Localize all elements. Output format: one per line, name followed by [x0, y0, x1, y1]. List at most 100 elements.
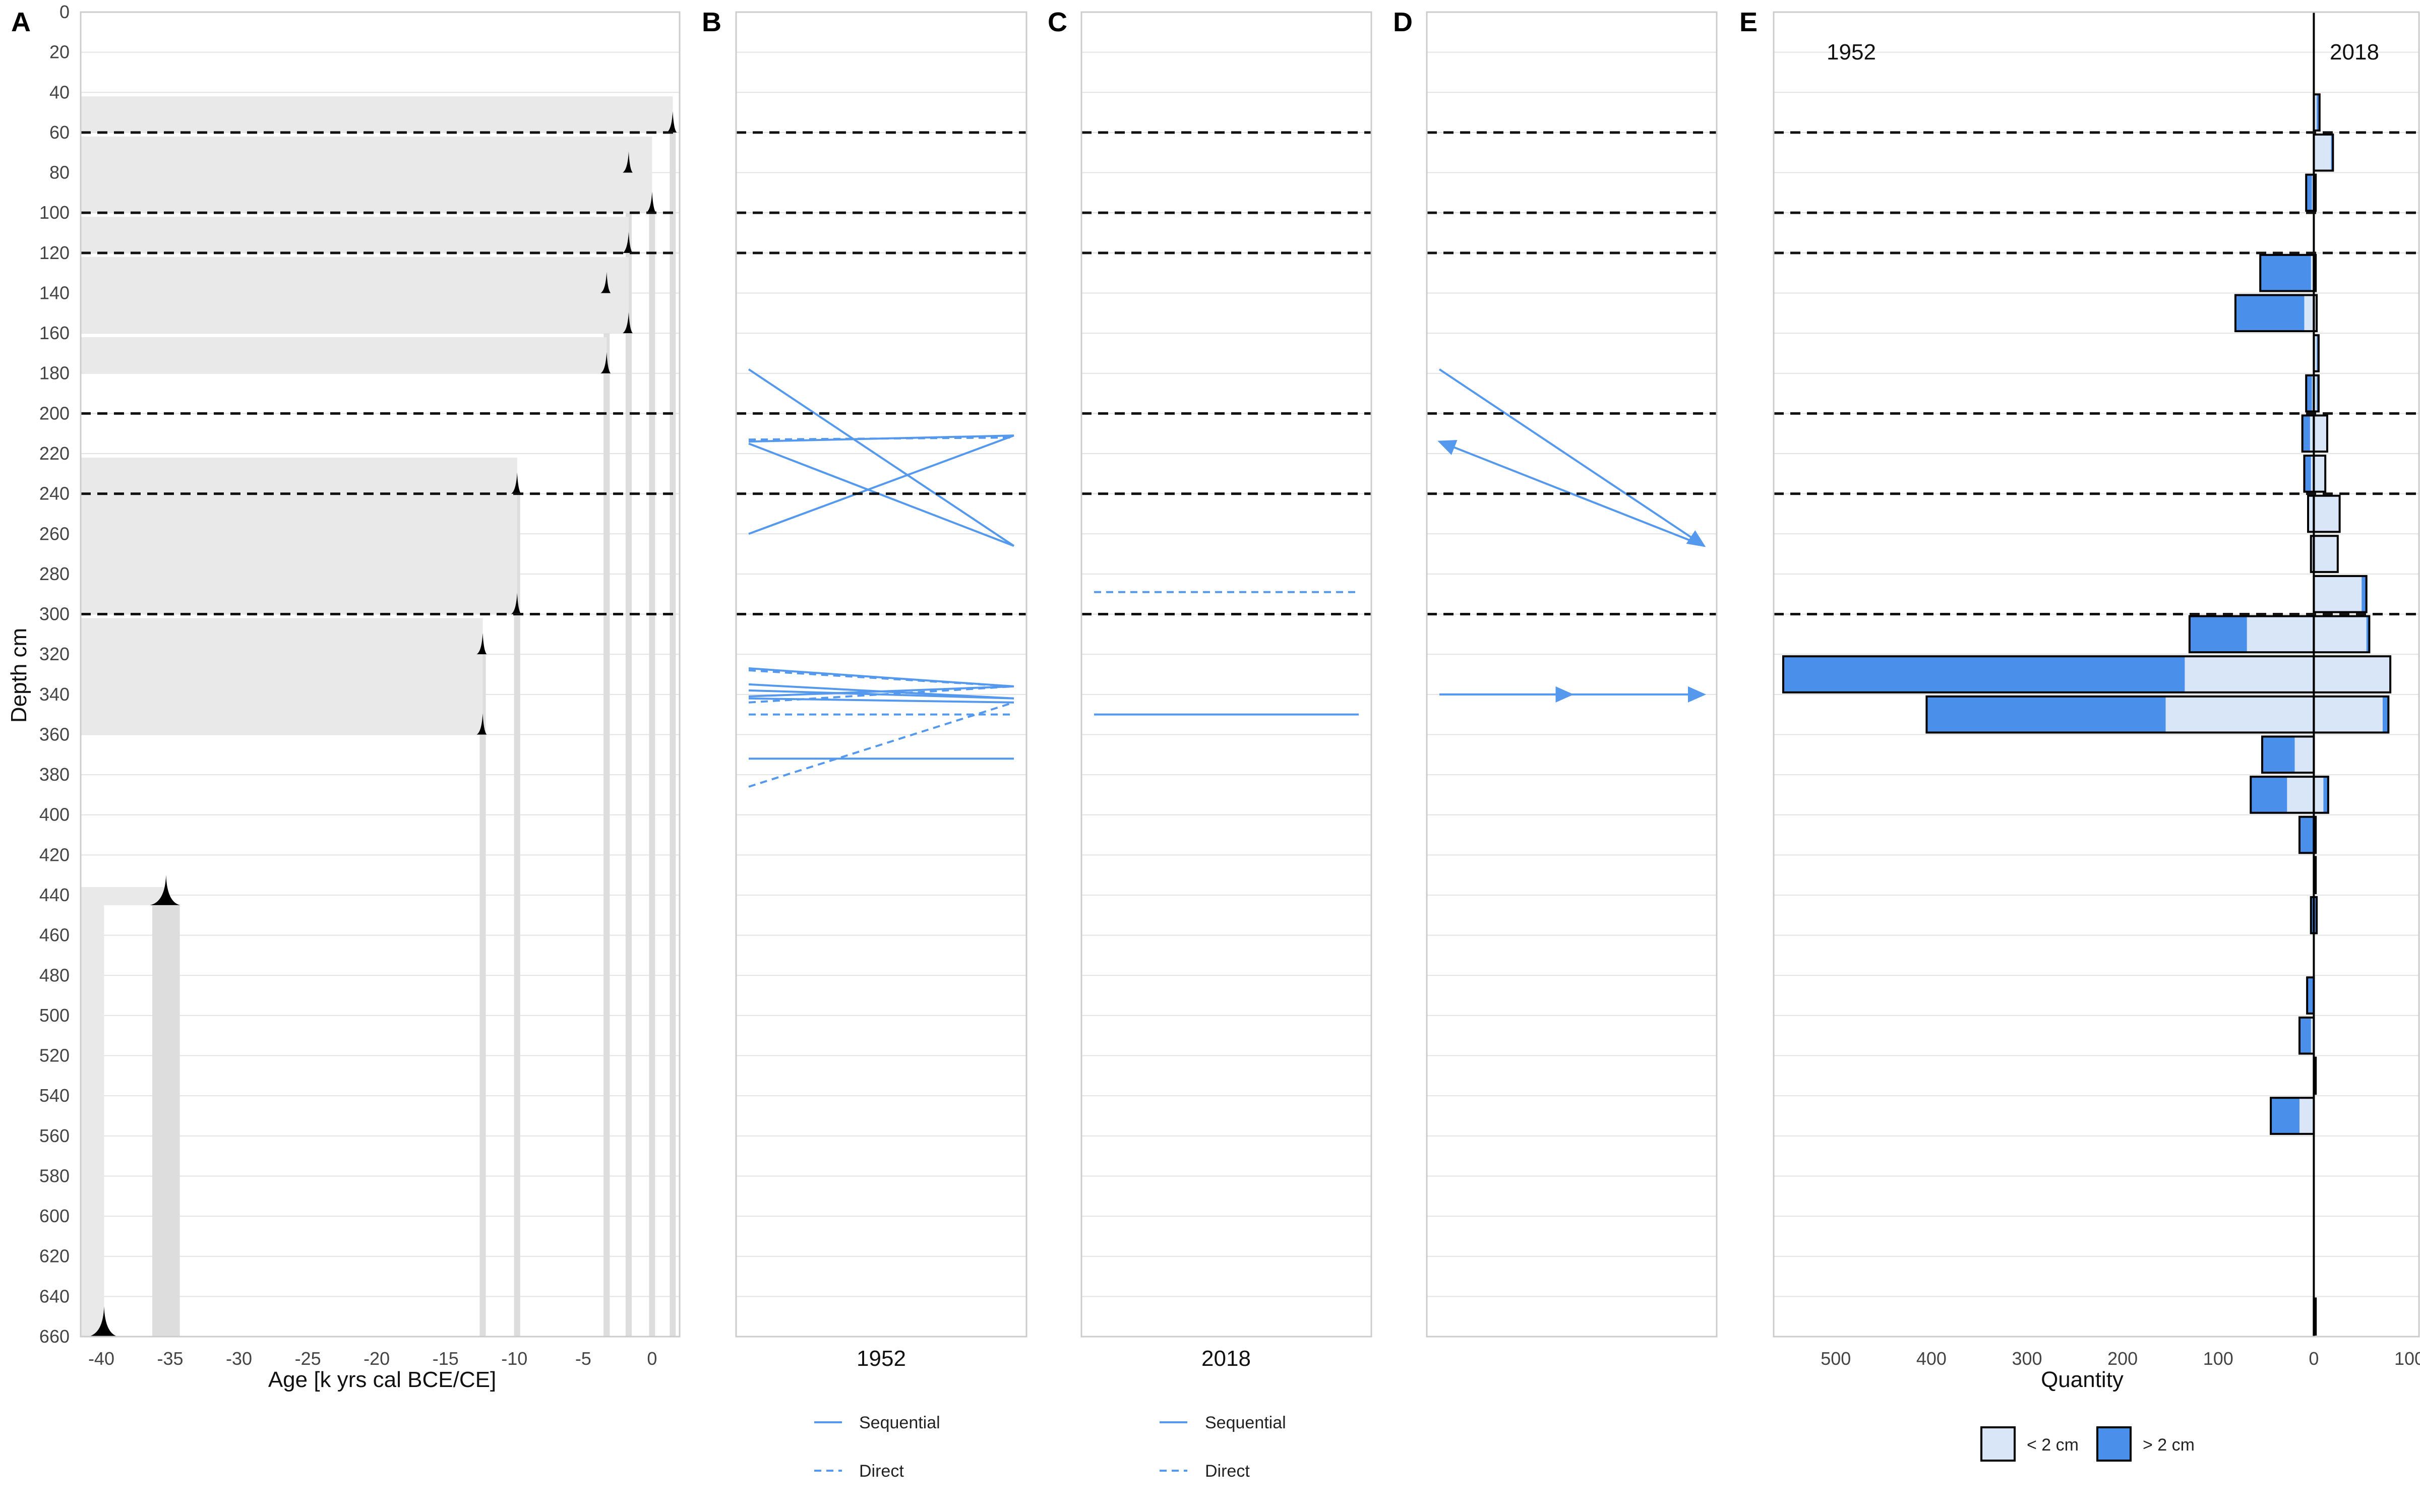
panel-b-background	[736, 12, 1026, 1337]
refit-sequential-line	[748, 368, 1015, 547]
y-tick-label: 120	[39, 242, 70, 263]
bar-2018-small	[2314, 656, 2391, 692]
panel-e-x-tick-label: 100	[2203, 1348, 2233, 1369]
date-horizontal-band	[81, 217, 629, 253]
tick-labels: 0 20 40 60 80 100 120 140 160 180 200 220 240 260 280 3…	[39, 2, 2420, 1369]
panel-letter-d: D	[1393, 7, 1413, 37]
date-horizontal-band	[81, 457, 517, 614]
date-horizontal-band	[81, 337, 607, 373]
y-tick-label: 200	[39, 403, 70, 423]
calibrated-date-density	[476, 633, 487, 655]
bar-1952-small	[2247, 616, 2314, 653]
bar-2018-small	[2314, 375, 2317, 412]
refit-sequential-line	[748, 697, 1014, 704]
legend-panel-b: Sequential Direct	[814, 1413, 940, 1481]
bar-1952-large	[2235, 295, 2305, 332]
legend-c-direct-label: Direct	[1205, 1462, 1250, 1481]
calibrated-date-density	[622, 312, 633, 334]
calibrated-date-density	[622, 151, 633, 173]
bar-1952-small	[2311, 255, 2314, 291]
bar-2018-small	[2314, 696, 2383, 733]
calibrated-date-density	[622, 231, 633, 253]
panel-e-x-tick-label: 0	[2309, 1348, 2319, 1369]
panel-a-x-tick-label: 0	[647, 1348, 657, 1369]
legend-e-large-label: > 2 cm	[2143, 1435, 2195, 1455]
date-horizontal-band	[81, 618, 483, 735]
bar-1952-large	[2307, 977, 2314, 1014]
movement-arrow	[1437, 439, 1705, 547]
calibrated-date-density	[88, 1306, 118, 1337]
panel-b-frame	[735, 11, 1027, 1338]
calibrated-date-density	[476, 713, 487, 735]
panel-c-frame	[1080, 11, 1372, 1338]
bar-1952-large	[2299, 1017, 2311, 1054]
date-horizontal-band	[81, 257, 629, 334]
panel-frames	[80, 11, 2420, 1338]
y-tick-label: 520	[39, 1045, 70, 1066]
bar-2018-small	[2314, 616, 2367, 653]
bar-1952-large	[1783, 656, 2185, 692]
legend-e-small-label: < 2 cm	[2027, 1435, 2079, 1455]
y-tick-label: 0	[59, 2, 70, 22]
bar-2018-large	[2362, 576, 2367, 612]
legend-b-sequential-label: Sequential	[859, 1413, 940, 1432]
legend-e-large-key	[2096, 1426, 2132, 1462]
bar-1952-large	[2271, 1098, 2300, 1134]
date-vertical-band	[479, 734, 486, 1337]
calibrated-date-density	[511, 593, 521, 614]
bar-1952-large	[1926, 696, 2166, 733]
bar-1952-large	[2304, 456, 2311, 492]
panel-e-frame	[1773, 11, 2420, 1338]
panel-e-x-tick-label: 500	[1821, 1348, 1851, 1369]
calibrated-date-density	[600, 352, 611, 373]
panel-e-x-tick-label: 300	[2012, 1348, 2042, 1369]
legend-panel-e: < 2 cm > 2 cm	[1980, 1426, 2195, 1462]
calibrated-date-density	[150, 874, 180, 905]
bar-1952-large	[2260, 255, 2311, 291]
refit-direct-line	[748, 436, 1014, 441]
panel-e-x-tick-label: 200	[2107, 1348, 2138, 1369]
bar-1952-large	[2251, 777, 2287, 813]
bar-1952-small	[2299, 1098, 2314, 1134]
panel-e-x-tick-label: 100	[2394, 1348, 2420, 1369]
bar-2018-small	[2314, 495, 2340, 532]
refit-sequential-line	[748, 443, 1014, 547]
panel-letter-b: B	[702, 7, 721, 37]
calibrated-date-density	[646, 192, 656, 213]
panel-letter-a: A	[11, 7, 31, 37]
date-vertical-band	[649, 213, 655, 1337]
bar-1952-large	[2306, 375, 2312, 412]
calibrated-date-density	[511, 472, 521, 494]
date-vertical-band	[670, 132, 676, 1337]
bar-2018-small	[2314, 415, 2327, 452]
y-tick-label: 100	[39, 202, 70, 223]
panel-d-frame	[1426, 11, 1718, 1338]
bar-1952-small	[2294, 736, 2314, 773]
y-tick-label: 80	[49, 162, 70, 183]
bar-2018-small	[2314, 295, 2317, 332]
bar-1952-small	[2310, 415, 2314, 452]
date-horizontal-band	[81, 887, 104, 1337]
date-vertical-band	[514, 614, 520, 1337]
bar-1952-large	[2306, 174, 2312, 211]
calibrated-date-density	[667, 111, 677, 133]
y-tick-label: 340	[39, 684, 70, 705]
bar-1952-small	[2308, 495, 2314, 532]
chart-marks	[88, 12, 2392, 1337]
y-axis-title: Depth cm	[7, 628, 31, 723]
y-tick-label: 380	[39, 764, 70, 785]
date-horizontal-band	[81, 96, 673, 133]
y-tick-label: 320	[39, 644, 70, 664]
bar-1952-small	[2311, 536, 2314, 572]
bar-1952-large	[2189, 616, 2247, 653]
panel-a-frame	[80, 11, 681, 1338]
y-tick-label: 660	[39, 1326, 70, 1347]
panel-c-background	[1081, 12, 1371, 1337]
bar-1952-small	[2185, 656, 2314, 692]
bar-1952-small	[2304, 295, 2314, 332]
bar-2018-small	[2314, 576, 2362, 612]
refit-direct-line	[748, 685, 1014, 704]
legend-c-sequential-label: Sequential	[1205, 1413, 1286, 1432]
panel-e-1952-label: 1952	[1827, 40, 1876, 65]
